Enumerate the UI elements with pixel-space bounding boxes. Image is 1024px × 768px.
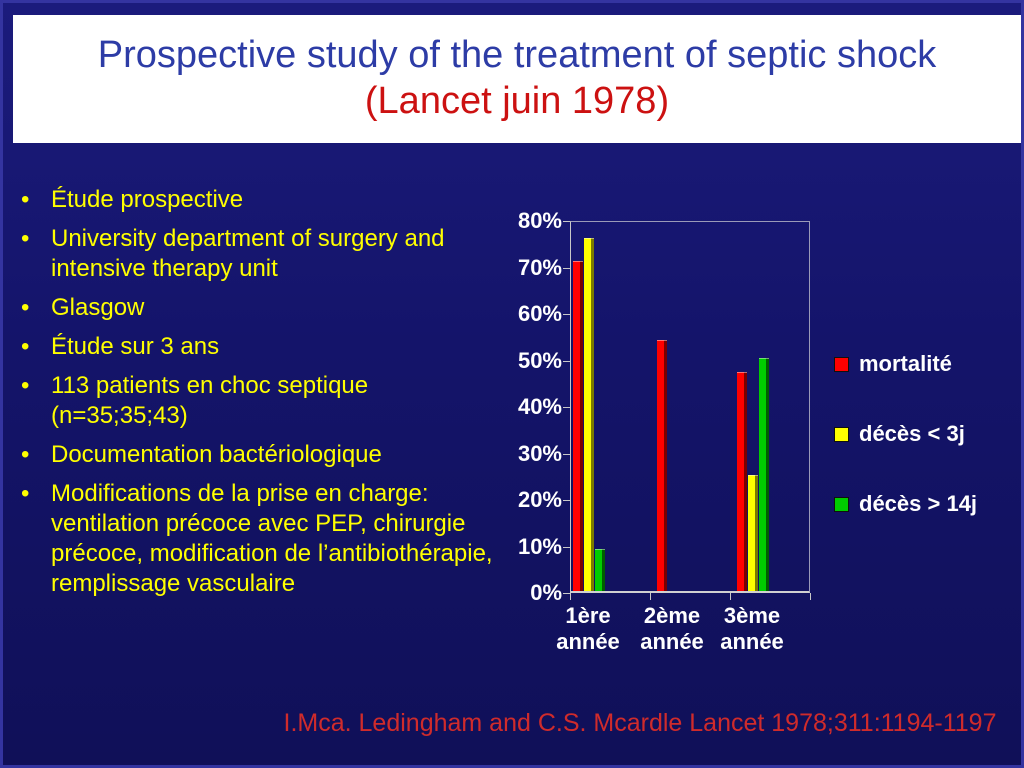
x-axis-label: 1ère année	[556, 603, 620, 654]
x-axis-tick	[650, 593, 651, 600]
legend-item: mortalité	[834, 351, 977, 377]
bullet-text: 113 patients en choc septique (n=35;35;4…	[51, 372, 369, 429]
x-axis-tick	[810, 593, 811, 600]
legend-swatch	[834, 426, 849, 442]
bullet-text: Modifications de la prise en charge: ven…	[51, 480, 493, 597]
y-axis-label: 0%	[530, 580, 562, 605]
bar-group	[573, 238, 606, 591]
bar	[748, 475, 758, 591]
y-axis-tick	[563, 267, 570, 269]
bar-group	[737, 358, 770, 591]
chart-plot	[570, 221, 810, 593]
bullet-item: Modifications de la prise en charge: ven…	[13, 479, 505, 599]
y-axis-label: 20%	[517, 487, 562, 512]
y-axis-tick	[563, 360, 570, 362]
y-axis-label: 40%	[517, 394, 562, 419]
bullet-text: Étude prospective	[51, 186, 244, 213]
bar	[737, 372, 747, 591]
y-axis-tick	[563, 407, 570, 408]
citation: I.Mca. Ledingham and C.S. Mcardle Lancet…	[283, 709, 997, 737]
title-banner: Prospective study of the treatment of se…	[13, 15, 1021, 143]
y-axis-tick	[563, 500, 570, 501]
chart-legend: mortalité décès < 3j décès > 14j	[834, 351, 977, 561]
bullet-item: 113 patients en choc septique (n=35;35;4…	[13, 371, 505, 431]
x-axis-tick	[730, 593, 731, 600]
bullet-item: Glasgow	[13, 293, 505, 323]
bar	[759, 358, 769, 591]
chart: mortalité décès < 3j décès > 14j 0% 10% 20% 3…	[508, 203, 1021, 743]
bar	[595, 549, 605, 591]
bullet-item: Étude sur 3 ans	[13, 332, 505, 362]
bullet-text: Étude sur 3 ans	[51, 333, 220, 360]
bullet-list: Étude prospective University department …	[13, 185, 505, 608]
bar	[584, 238, 594, 591]
bar	[573, 261, 583, 591]
bullet-text: University department of surgery and int…	[51, 225, 445, 282]
y-axis-label: 70%	[517, 254, 562, 280]
bullet-text: Documentation bactériologique	[51, 441, 382, 468]
x-axis-label: 2ème année	[640, 603, 704, 654]
y-axis-tick	[563, 314, 570, 315]
legend-swatch	[834, 356, 849, 372]
legend-label: mortalité	[859, 351, 952, 376]
bullet-item: Documentation bactériologique	[13, 440, 505, 470]
y-axis-label: 60%	[517, 301, 562, 326]
bullet-item: Étude prospective	[13, 185, 505, 215]
page-title: Prospective study of the treatment of se…	[97, 34, 937, 77]
page-subtitle: (Lancet juin 1978)	[364, 80, 670, 122]
y-axis-tick	[563, 453, 570, 455]
legend-item: décès < 3j	[834, 421, 977, 447]
bullet-text: Glasgow	[51, 294, 145, 321]
legend-label: décès > 14j	[859, 491, 978, 516]
y-axis-label: 80%	[517, 208, 562, 233]
y-axis-tick	[563, 546, 570, 548]
y-axis-label: 50%	[517, 347, 562, 373]
y-axis-label: 30%	[517, 440, 562, 466]
legend-item: décès > 14j	[834, 491, 977, 517]
legend-label: décès < 3j	[859, 421, 965, 446]
x-axis-tick	[570, 593, 571, 600]
y-axis-tick	[563, 593, 570, 594]
bullet-item: University department of surgery and int…	[13, 224, 505, 284]
bar-group	[657, 340, 690, 591]
y-axis-label: 10%	[517, 533, 562, 559]
legend-swatch	[834, 496, 849, 512]
bar	[657, 340, 667, 591]
y-axis-tick	[563, 221, 570, 222]
x-axis-label: 3ème année	[720, 603, 784, 654]
